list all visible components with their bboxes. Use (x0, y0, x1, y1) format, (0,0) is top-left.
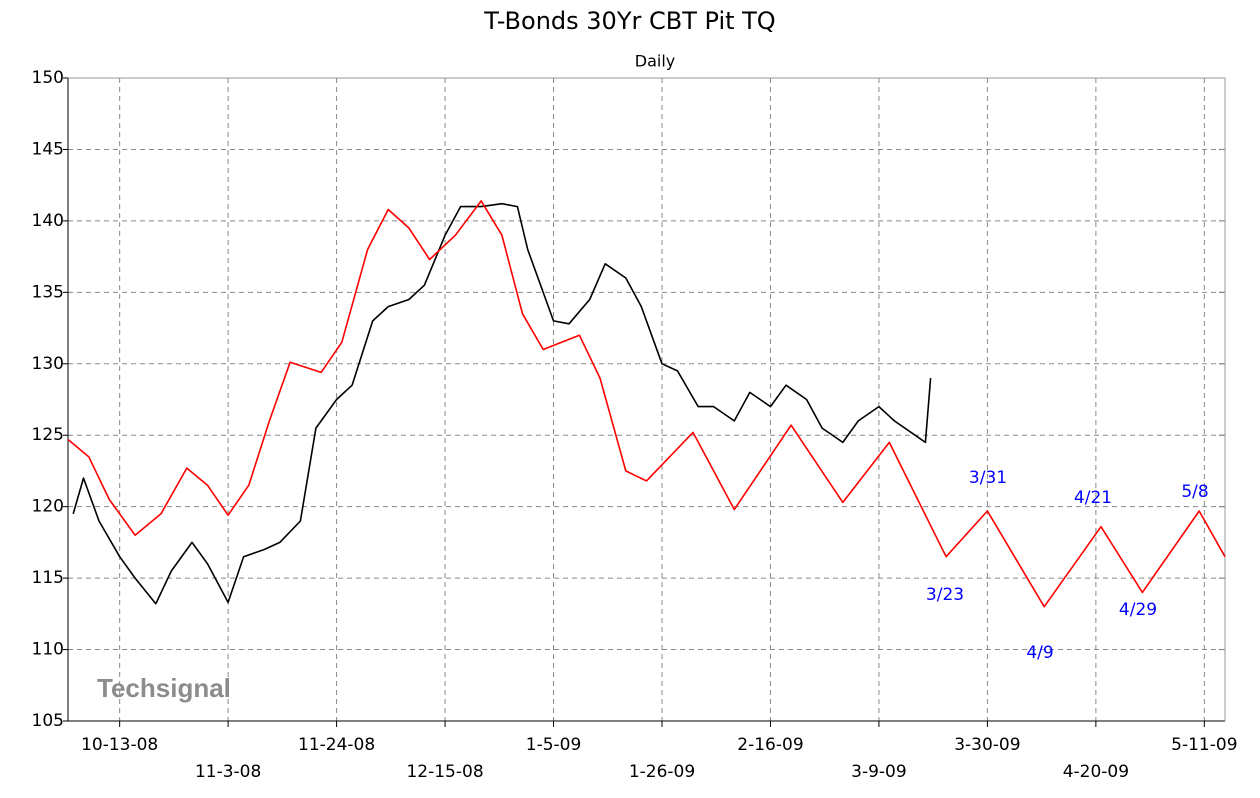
x-tick-label: 3-9-09 (851, 762, 907, 782)
x-tick-label: 11-3-08 (195, 762, 261, 782)
x-tick-label: 11-24-08 (298, 735, 375, 755)
annotation: 4/29 (1119, 600, 1157, 620)
series-line (67, 200, 1226, 608)
y-tick-label: 140 (32, 211, 64, 231)
chart-subtitle: Daily (635, 52, 675, 71)
y-tick-label: 105 (32, 711, 64, 731)
x-tick-label: 3-30-09 (954, 735, 1020, 755)
y-tick-label: 125 (32, 425, 64, 445)
annotation: 3/31 (969, 468, 1007, 488)
y-tick-label: 110 (32, 640, 64, 660)
x-tick-label: 4-20-09 (1063, 762, 1129, 782)
annotation: 5/8 (1181, 482, 1208, 502)
series-line (72, 202, 932, 605)
y-tick-label: 120 (32, 497, 64, 517)
x-tick-label: 1-5-09 (526, 735, 582, 755)
y-tick-label: 150 (32, 68, 64, 88)
x-tick-label: 2-16-09 (737, 735, 803, 755)
annotation: 3/23 (926, 585, 964, 605)
y-tick-label: 145 (32, 139, 64, 159)
x-tick-label: 1-26-09 (629, 762, 695, 782)
chart-title: T-Bonds 30Yr CBT Pit TQ (483, 7, 775, 35)
x-tick-label: 12-15-08 (406, 762, 483, 782)
y-tick-label: 115 (32, 568, 64, 588)
x-tick-label: 5-11-09 (1171, 735, 1237, 755)
y-tick-label: 135 (32, 282, 64, 302)
x-tick-label: 10-13-08 (81, 735, 158, 755)
watermark: Techsignal (97, 673, 231, 703)
annotation: 4/9 (1026, 643, 1053, 663)
annotation: 4/21 (1074, 488, 1112, 508)
y-tick-label: 130 (32, 354, 64, 374)
